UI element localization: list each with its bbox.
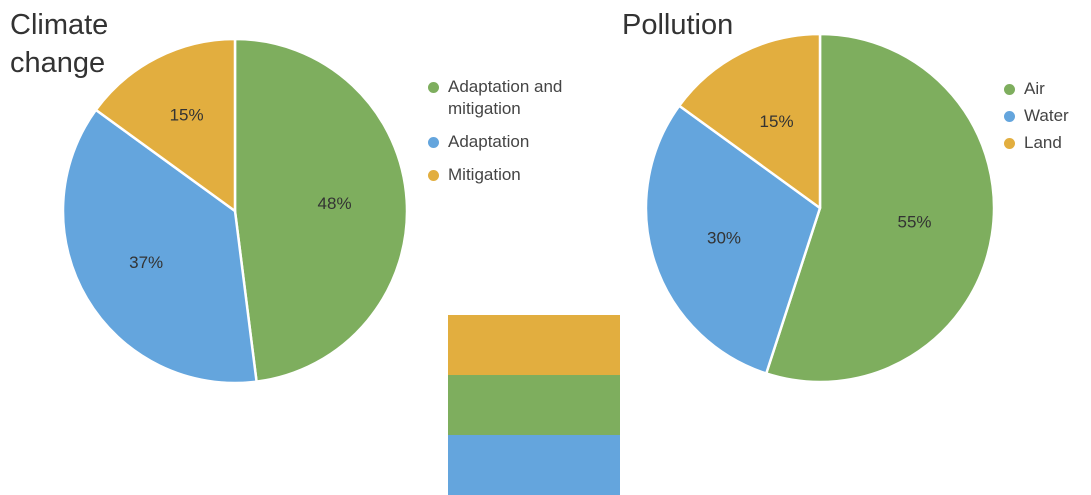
legend-label: Mitigation (448, 165, 521, 184)
pie-slice-land (677, 32, 822, 210)
legend-dot (428, 137, 439, 148)
legend-dot (1004, 84, 1015, 95)
legend-item-land: Land (1004, 132, 1089, 154)
legend-label: Adaptation (448, 132, 530, 151)
pollution-legend: Air Water Land (1004, 78, 1089, 159)
climate-change-title: Climate change (10, 9, 109, 79)
legend-label: Adaptation and mitigation (448, 77, 563, 118)
legend-label: Land (1024, 133, 1062, 152)
pie-slice-air (764, 32, 996, 384)
slice-value-label: 48% (318, 194, 352, 213)
legend-item-adaptation: Adaptation (428, 131, 578, 153)
slice-value-label: 15% (760, 112, 794, 131)
swatch-band-blue (448, 435, 620, 495)
legend-item-adaptation-and-mitigation: Adaptation and mitigation (428, 76, 578, 120)
color-swatch (448, 315, 620, 495)
climate-change-legend: Adaptation and mitigation Adaptation Mit… (428, 76, 578, 197)
legend-item-air: Air (1004, 78, 1089, 100)
pie-slice-adaptation-and-mitigation (233, 37, 409, 383)
slice-value-label: 37% (129, 253, 163, 272)
climate-change-pie: 48% 37% 15% (61, 37, 409, 385)
slice-value-label: 55% (898, 212, 932, 231)
legend-item-mitigation: Mitigation (428, 164, 578, 186)
slice-value-label: 15% (170, 105, 204, 124)
legend-label: Air (1024, 79, 1045, 98)
slice-value-label: 30% (707, 229, 741, 248)
legend-label: Water (1024, 106, 1069, 125)
legend-dot (428, 82, 439, 93)
pollution-title: Pollution (622, 9, 734, 41)
pie-slice-water (644, 104, 822, 375)
legend-dot (428, 170, 439, 181)
pollution-pie: 55% 30% 15% (644, 32, 996, 384)
swatch-band-orange (448, 315, 620, 375)
legend-dot (1004, 138, 1015, 149)
pie-slice-adaptation (61, 108, 258, 385)
swatch-band-green (448, 375, 620, 435)
legend-dot (1004, 111, 1015, 122)
legend-item-water: Water (1004, 105, 1089, 127)
pie-slice-mitigation (94, 37, 237, 213)
